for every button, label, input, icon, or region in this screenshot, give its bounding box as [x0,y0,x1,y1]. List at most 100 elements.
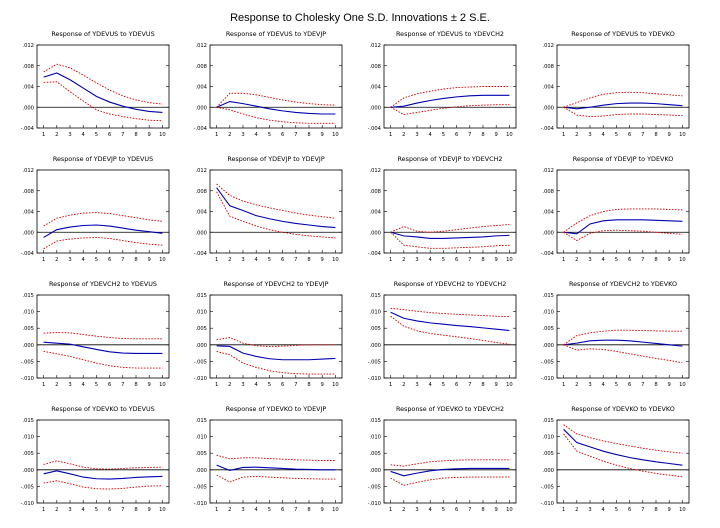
x-tick-label: 4 [602,257,606,263]
x-tick-label: 6 [108,382,111,388]
upper-band-line [390,459,510,467]
x-tick-label: 7 [468,257,471,263]
y-tick-label: .000 [542,343,554,349]
response-line [390,311,510,332]
panel-title: Response of YDEVUS to YDEVJP [226,30,326,38]
x-tick-label: 8 [307,132,310,138]
y-tick-label: .012 [22,168,34,174]
x-tick-label: 5 [268,382,271,388]
y-tick-label: .015 [369,418,381,424]
x-tick-label: 1 [42,257,45,263]
x-tick-label: 3 [68,257,71,263]
x-tick-label: 7 [468,132,471,138]
x-tick-label: 4 [602,507,606,513]
x-tick-label: 6 [628,382,631,388]
x-tick-label: 2 [402,257,405,263]
y-tick-label: .015 [369,293,381,299]
panel-title: Response of YDEVJP to YDEVCH2 [398,155,503,163]
y-tick-label: .004 [369,85,381,91]
x-tick-label: 1 [562,382,565,388]
lower-band-line [390,231,510,249]
upper-band-line [390,224,510,233]
x-tick-label: 5 [615,132,618,138]
upper-band-line [43,460,163,470]
panel-6: Response of YDEVJP to YDEVJP -.004 .000 .00… [194,155,343,263]
y-tick-label: -.004 [21,251,35,257]
panel-7: Response of YDEVJP to YDEVCH2 -.004 .000 .0… [368,155,517,263]
upper-band-line [43,332,163,340]
lower-band-line [563,344,683,364]
x-tick-label: 5 [442,382,445,388]
x-tick-label: 9 [321,132,324,138]
x-tick-label: 3 [415,507,418,513]
x-tick-label: 9 [668,257,671,263]
plot-frame [383,419,517,504]
y-tick-label: -.010 [194,501,207,507]
y-tick-label: -.010 [541,376,554,382]
panel-title: Response of YDEVCH2 to YDEVKO [569,280,677,288]
x-tick-label: 3 [588,507,591,513]
upper-band-line [43,63,163,105]
x-tick-label: 8 [481,132,484,138]
x-tick-label: 6 [455,257,458,263]
y-tick-label: -.004 [368,251,382,257]
upper-band-line [563,329,683,346]
x-tick-label: 4 [255,382,259,388]
x-tick-label: 3 [415,132,418,138]
x-tick-label: 8 [654,507,657,513]
x-tick-label: 3 [415,257,418,263]
x-tick-label: 3 [68,507,71,513]
x-tick-label: 1 [215,507,218,513]
lower-band-line [216,474,336,483]
x-tick-label: 3 [241,507,244,513]
upper-band-line [216,337,336,347]
x-tick-label: 7 [641,382,644,388]
x-tick-label: 2 [402,382,405,388]
x-tick-label: 7 [468,507,471,513]
panel-5: Response of YDEVJP to YDEVUS -.004 .000 .00… [21,155,170,263]
panel-title: Response of YDEVCH2 to YDEVUS [49,280,157,288]
x-tick-label: 1 [42,382,45,388]
x-tick-label: 6 [455,507,458,513]
y-tick-label: .000 [22,230,34,236]
panel-title: Response of YDEVCH2 to YDEVJP [224,280,329,288]
x-tick-label: 9 [321,257,324,263]
y-tick-label: .008 [22,64,34,70]
x-tick-label: 4 [255,132,259,138]
y-tick-label: -.005 [21,484,34,490]
panel-4: Response of YDEVUS to YDEVKO -.004 .000 .00… [541,30,690,138]
x-tick-label: 4 [429,382,433,388]
x-tick-label: 8 [307,257,310,263]
lower-band-line [216,106,336,124]
x-tick-label: 9 [668,132,671,138]
x-tick-label: 9 [495,257,498,263]
y-tick-label: .012 [195,43,207,49]
lower-band-line [216,351,336,375]
x-tick-label: 6 [455,132,458,138]
y-tick-label: -.004 [21,126,35,132]
y-tick-label: .008 [542,189,554,195]
lower-band-line [43,81,163,122]
y-tick-label: .000 [542,230,554,236]
x-tick-label: 1 [562,257,565,263]
x-tick-label: 6 [281,257,284,263]
x-tick-label: 7 [294,257,297,263]
y-tick-label: .005 [22,326,34,332]
y-tick-label: .010 [369,435,381,441]
response-line [43,341,163,354]
x-tick-label: 9 [321,382,324,388]
x-tick-label: 9 [148,507,151,513]
response-line [43,72,163,113]
x-tick-label: 7 [121,132,124,138]
x-tick-label: 10 [159,507,166,513]
panel-11: Response of YDEVCH2 to YDEVCH2 -.010 -.005… [368,280,517,388]
y-tick-label: .010 [369,310,381,316]
x-tick-label: 2 [575,507,578,513]
plot-frame [36,169,170,254]
plot-frame [383,294,517,379]
response-line [563,219,683,235]
x-tick-label: 4 [429,132,433,138]
y-tick-label: .010 [22,310,34,316]
y-tick-label: .015 [22,293,34,299]
x-tick-label: 5 [95,132,98,138]
